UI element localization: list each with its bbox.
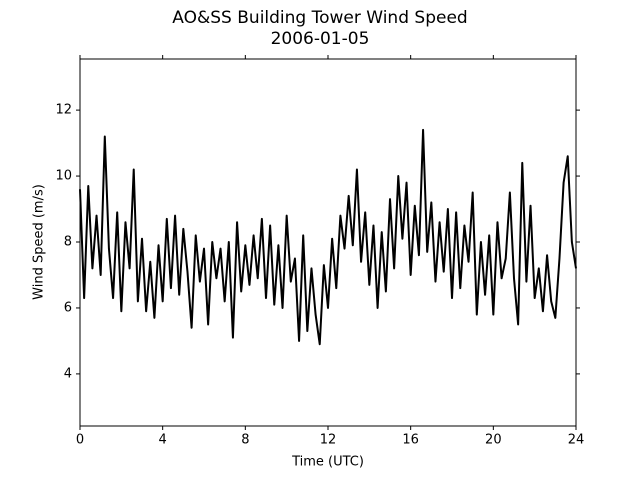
x-tick-label: 24	[568, 433, 585, 448]
x-tick-label: 20	[485, 433, 502, 448]
data-line	[79, 128, 577, 346]
y-tick-label: 4	[64, 366, 72, 381]
x-tick-label: 12	[320, 433, 337, 448]
x-axis-label: Time (UTC)	[291, 455, 364, 470]
y-tick-label: 10	[55, 169, 72, 184]
chart-title: AO&SS Building Tower Wind Speed	[172, 8, 467, 28]
x-tick-label: 4	[159, 433, 167, 448]
plot-frame	[79, 58, 577, 427]
chart-subtitle: 2006-01-05	[271, 29, 370, 49]
y-tick-label: 6	[64, 300, 72, 315]
x-tick-label: 8	[241, 433, 249, 448]
x-tick-label: 0	[76, 433, 84, 448]
y-axis-label: Wind Speed (m/s)	[32, 184, 47, 300]
x-tick-label: 16	[402, 433, 419, 448]
y-tick-label: 12	[55, 103, 72, 118]
y-tick-label: 8	[64, 235, 72, 250]
